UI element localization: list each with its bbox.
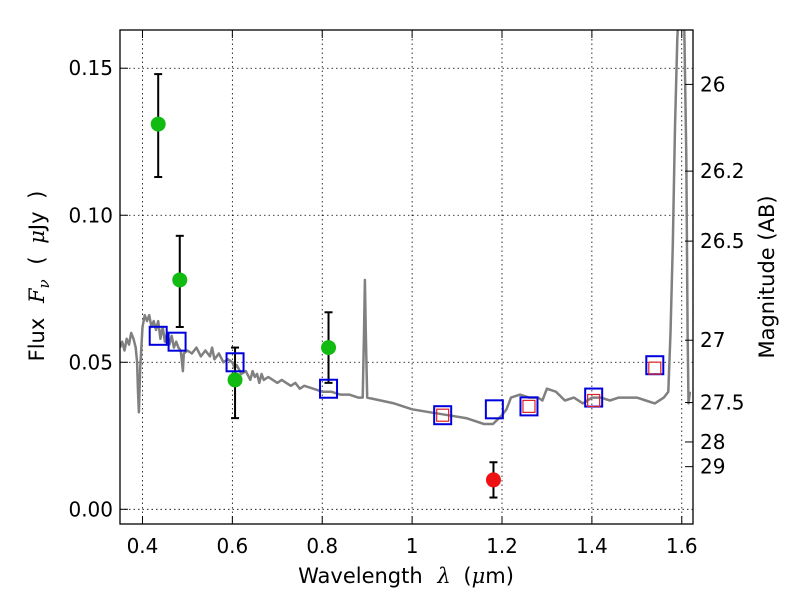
x-axis-label: Wavelength λ (μm) (298, 564, 514, 588)
y-tick-label: 0.10 (68, 203, 113, 227)
x-axis-label-unit-rest: m) (485, 564, 514, 588)
nondetection-point (485, 472, 501, 488)
x-axis-label-text: Wavelength (298, 564, 423, 588)
plot-frame (119, 29, 694, 525)
model-flux-box (319, 378, 339, 399)
model-flux-box (225, 352, 245, 373)
data-marks (148, 73, 665, 499)
x-tick-label: 1 (406, 534, 419, 558)
x-tick-label: 0.8 (306, 534, 338, 558)
mag-tick-label: 27.5 (700, 391, 745, 415)
y-axis-label-unit-mu: μ (25, 230, 49, 244)
y-axis-label-unit-rest: Jy (25, 211, 49, 232)
x-tick-label: 1.6 (666, 534, 698, 558)
model-flux-box (519, 396, 539, 417)
mag-tick-label: 26 (700, 72, 725, 96)
y-axis-label-symbol: F (25, 287, 49, 304)
model-inner-box (522, 399, 536, 413)
y-tick-label: 0.05 (68, 350, 113, 374)
mag-tick-label: 28 (700, 430, 725, 454)
model-flux-box (484, 399, 504, 420)
model-inner-box (436, 408, 450, 422)
x-tick-label: 1.2 (486, 534, 518, 558)
x-tick-label: 0.6 (216, 534, 248, 558)
y-axis-label-unit-close: ) (25, 191, 49, 199)
detection-point (172, 272, 188, 288)
y-tick-labels: 0.00 0.05 0.10 0.15 (68, 56, 113, 521)
y-tick-label: 0.15 (68, 56, 113, 80)
x-axis-label-unit-open: ( (463, 564, 471, 588)
axis-ticks (120, 30, 693, 524)
grid (120, 30, 693, 524)
model-flux-box (148, 325, 168, 346)
mag-tick-label: 29 (700, 455, 725, 479)
x-tick-labels: 0.4 0.6 0.8 1 1.2 1.4 1.6 (127, 534, 698, 558)
x-tick-label: 0.4 (127, 534, 159, 558)
model-flux-box (433, 405, 453, 426)
mag-tick-label: 26.2 (700, 159, 745, 183)
y-axis-label-unit-open: ( (25, 256, 49, 264)
detection-point (150, 116, 166, 132)
detection-point (321, 340, 337, 356)
y-axis-label: Flux Fν ( μJy ) (25, 191, 54, 362)
y-tick-label: 0.00 (68, 497, 113, 521)
model-inner-box (587, 393, 601, 408)
y-axis-label-subscript: ν (35, 279, 53, 288)
model-flux-box (167, 331, 187, 352)
model-inner-box (648, 361, 662, 375)
x-tick-label: 1.4 (576, 534, 608, 558)
x-axis-label-symbol: λ (436, 564, 450, 588)
plot-background (120, 30, 693, 524)
y2-axis-label: Magnitude (AB) (755, 195, 779, 358)
detection-point (227, 372, 243, 388)
y-axis-label-text: Flux (25, 318, 49, 362)
x-axis-label-unit-mu: μ (472, 564, 486, 588)
mag-tick-label: 26.5 (700, 229, 745, 253)
mag-tick-label: 27 (700, 328, 725, 352)
